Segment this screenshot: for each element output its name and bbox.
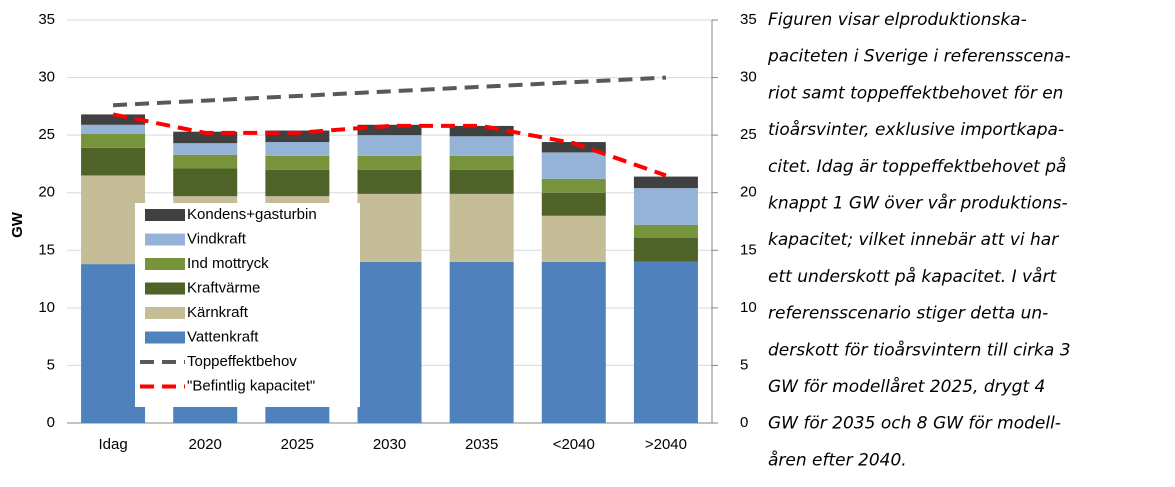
bar-segment xyxy=(357,124,422,136)
caption-line: Figuren visar elproduktionska- xyxy=(768,10,1027,30)
y2-tick-label: 20 xyxy=(740,184,757,201)
y-tick-label: 25 xyxy=(38,126,55,143)
caption-line: GW för 2035 och 8 GW för modell- xyxy=(768,414,1061,434)
legend-label: "Befintlig kapacitet" xyxy=(187,377,315,394)
bar-segment xyxy=(81,147,146,176)
legend-swatch xyxy=(145,331,185,344)
y2-tick-label: 15 xyxy=(740,241,757,258)
caption-line: knappt 1 GW över vår produktions- xyxy=(768,193,1068,214)
legend-label: Vindkraft xyxy=(187,230,247,247)
x-tick-label: 2025 xyxy=(281,436,314,453)
y2-tick-label: 25 xyxy=(740,126,757,143)
legend-label: Kraftvärme xyxy=(187,279,260,296)
bar-segment xyxy=(81,264,146,423)
y-tick-label: 5 xyxy=(47,356,55,373)
bar-segment xyxy=(173,168,238,197)
legend-label: Toppeffektbehov xyxy=(187,353,297,370)
bar-segment xyxy=(449,169,514,194)
bar-segment xyxy=(265,142,330,156)
caption-line: ett underskott på kapacitet. I vårt xyxy=(768,266,1057,287)
bar-segment xyxy=(633,224,698,238)
y-tick-label: 15 xyxy=(38,241,55,258)
bar-segment xyxy=(449,136,514,156)
legend-label: Kärnkraft xyxy=(187,304,249,321)
legend-label: Vattenkraft xyxy=(187,328,259,345)
caption-line: riot samt toppeffektbehovet för en xyxy=(768,83,1063,103)
caption-line: paciteten i Sverige i referensscena- xyxy=(767,47,1071,67)
legend-swatch xyxy=(145,233,185,246)
bar-segment xyxy=(449,155,514,170)
bar-segment xyxy=(541,178,606,193)
bar-segment xyxy=(81,114,146,125)
bar-segment xyxy=(265,130,330,143)
bar-segment xyxy=(81,124,146,134)
bar-segment xyxy=(173,154,238,169)
caption-line: citet. Idag är toppeffektbehovet på xyxy=(768,156,1066,177)
y-tick-label: 10 xyxy=(38,299,55,316)
bar-segment xyxy=(265,155,330,170)
legend-label: Ind mottryck xyxy=(187,255,269,272)
bar-segment xyxy=(541,142,606,153)
legend-label: Kondens+gasturbin xyxy=(187,206,317,223)
caption-line: referensscenario stiger detta un- xyxy=(768,304,1048,324)
bar-segment xyxy=(357,155,422,170)
bar-segment xyxy=(449,193,514,262)
x-tick-label: 2030 xyxy=(373,436,406,453)
x-tick-label: 2020 xyxy=(189,436,222,453)
bar-segment xyxy=(541,192,606,216)
bar-segment xyxy=(81,133,146,148)
line xyxy=(112,75,667,108)
bar-segment xyxy=(173,131,238,144)
caption-line: tioårsvinter, exklusive importkapa- xyxy=(768,119,1064,140)
bar-segment xyxy=(541,215,606,262)
y-tick-label: 0 xyxy=(47,414,55,431)
bar-segment xyxy=(265,169,330,197)
bar-segment xyxy=(541,261,606,423)
caption-line: derskott för tioårsvintern till cirka 3 xyxy=(768,339,1071,360)
y2-tick-label: 30 xyxy=(740,69,757,86)
y-axis-label: GW xyxy=(9,211,26,238)
y-tick-label: 30 xyxy=(38,69,55,86)
x-tick-label: Idag xyxy=(98,436,127,453)
bar-segment xyxy=(633,176,698,189)
bar-segment xyxy=(633,261,698,423)
y2-tick-label: 35 xyxy=(740,11,757,28)
y-tick-label: 20 xyxy=(38,184,55,201)
bar-segment xyxy=(357,135,422,156)
y-tick-label: 35 xyxy=(38,11,55,28)
y2-tick-label: 5 xyxy=(740,356,748,373)
caption-line: kapacitet; vilket innebär att vi har xyxy=(768,230,1059,250)
bar-segment xyxy=(357,169,422,194)
legend-swatch xyxy=(145,307,185,319)
x-tick-label: >2040 xyxy=(645,436,687,453)
caption-line: åren efter 2040. xyxy=(768,449,907,470)
legend-swatch xyxy=(145,282,185,295)
legend-swatch xyxy=(145,258,185,270)
bar-segment xyxy=(173,143,238,155)
bar-segment xyxy=(81,175,146,265)
bar-segment xyxy=(449,125,514,137)
legend-swatch xyxy=(145,209,185,221)
bar-segment xyxy=(357,261,422,423)
bar-segment xyxy=(633,188,698,225)
line xyxy=(112,112,667,178)
caption-line: GW för modellåret 2025, drygt 4 xyxy=(768,376,1045,397)
bar-segment xyxy=(357,193,422,262)
x-tick-label: <2040 xyxy=(553,436,595,453)
y2-tick-label: 10 xyxy=(740,299,757,316)
x-tick-label: 2035 xyxy=(465,436,498,453)
bar-segment xyxy=(541,152,606,179)
bar-segment xyxy=(449,261,514,423)
y2-tick-label: 0 xyxy=(740,414,748,431)
bar-segment xyxy=(633,237,698,262)
